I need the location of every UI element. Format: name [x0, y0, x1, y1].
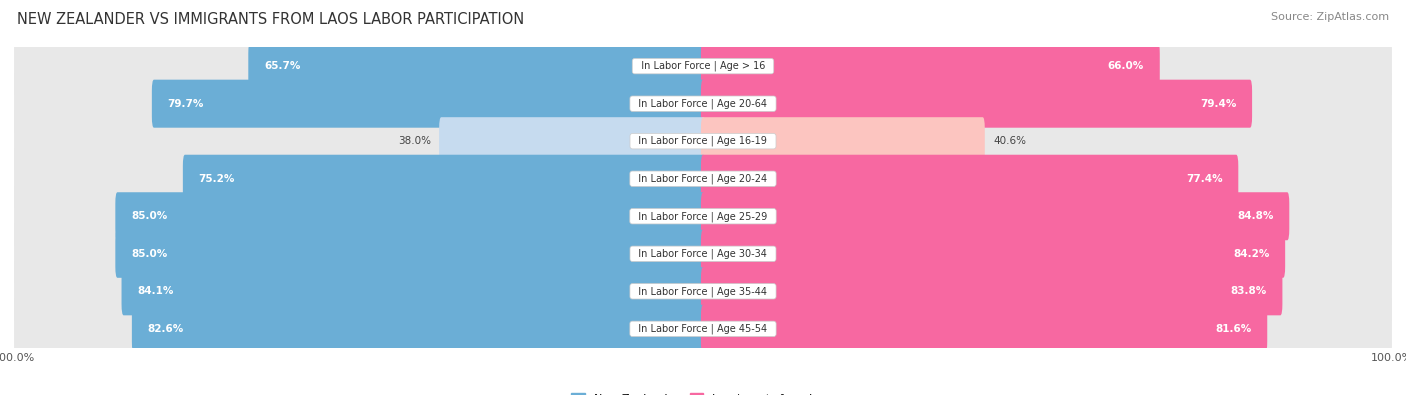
FancyBboxPatch shape	[121, 267, 704, 315]
Text: 81.6%: 81.6%	[1215, 324, 1251, 334]
FancyBboxPatch shape	[14, 143, 1392, 214]
Text: In Labor Force | Age 25-29: In Labor Force | Age 25-29	[633, 211, 773, 222]
FancyBboxPatch shape	[115, 192, 704, 240]
Text: 83.8%: 83.8%	[1230, 286, 1267, 296]
Text: In Labor Force | Age 16-19: In Labor Force | Age 16-19	[633, 136, 773, 147]
Text: 85.0%: 85.0%	[131, 249, 167, 259]
FancyBboxPatch shape	[183, 155, 704, 203]
Text: 75.2%: 75.2%	[198, 174, 235, 184]
Text: 84.8%: 84.8%	[1237, 211, 1274, 221]
Text: Source: ZipAtlas.com: Source: ZipAtlas.com	[1271, 12, 1389, 22]
Text: In Labor Force | Age 20-64: In Labor Force | Age 20-64	[633, 98, 773, 109]
Text: 79.4%: 79.4%	[1199, 99, 1236, 109]
Text: In Labor Force | Age 35-44: In Labor Force | Age 35-44	[633, 286, 773, 297]
Text: 77.4%: 77.4%	[1185, 174, 1222, 184]
Legend: New Zealander, Immigrants from Laos: New Zealander, Immigrants from Laos	[567, 389, 839, 395]
FancyBboxPatch shape	[702, 155, 1239, 203]
FancyBboxPatch shape	[14, 256, 1392, 327]
FancyBboxPatch shape	[14, 31, 1392, 102]
Text: 79.7%: 79.7%	[167, 99, 204, 109]
Text: In Labor Force | Age > 16: In Labor Force | Age > 16	[634, 61, 772, 71]
FancyBboxPatch shape	[702, 117, 984, 165]
FancyBboxPatch shape	[14, 68, 1392, 139]
FancyBboxPatch shape	[14, 218, 1392, 289]
FancyBboxPatch shape	[702, 230, 1285, 278]
Text: 82.6%: 82.6%	[148, 324, 184, 334]
Text: 38.0%: 38.0%	[398, 136, 430, 146]
FancyBboxPatch shape	[14, 181, 1392, 252]
Text: 65.7%: 65.7%	[264, 61, 301, 71]
Text: In Labor Force | Age 30-34: In Labor Force | Age 30-34	[633, 248, 773, 259]
FancyBboxPatch shape	[152, 80, 704, 128]
Text: 84.1%: 84.1%	[138, 286, 174, 296]
FancyBboxPatch shape	[702, 305, 1267, 353]
FancyBboxPatch shape	[14, 293, 1392, 364]
FancyBboxPatch shape	[115, 230, 704, 278]
FancyBboxPatch shape	[702, 42, 1160, 90]
Text: 84.2%: 84.2%	[1233, 249, 1270, 259]
FancyBboxPatch shape	[14, 106, 1392, 177]
Text: 85.0%: 85.0%	[131, 211, 167, 221]
FancyBboxPatch shape	[439, 117, 704, 165]
FancyBboxPatch shape	[702, 267, 1282, 315]
FancyBboxPatch shape	[132, 305, 704, 353]
Text: In Labor Force | Age 45-54: In Labor Force | Age 45-54	[633, 324, 773, 334]
Text: 40.6%: 40.6%	[993, 136, 1026, 146]
Text: NEW ZEALANDER VS IMMIGRANTS FROM LAOS LABOR PARTICIPATION: NEW ZEALANDER VS IMMIGRANTS FROM LAOS LA…	[17, 12, 524, 27]
Text: In Labor Force | Age 20-24: In Labor Force | Age 20-24	[633, 173, 773, 184]
FancyBboxPatch shape	[702, 80, 1253, 128]
FancyBboxPatch shape	[249, 42, 704, 90]
FancyBboxPatch shape	[702, 192, 1289, 240]
Text: 66.0%: 66.0%	[1108, 61, 1144, 71]
